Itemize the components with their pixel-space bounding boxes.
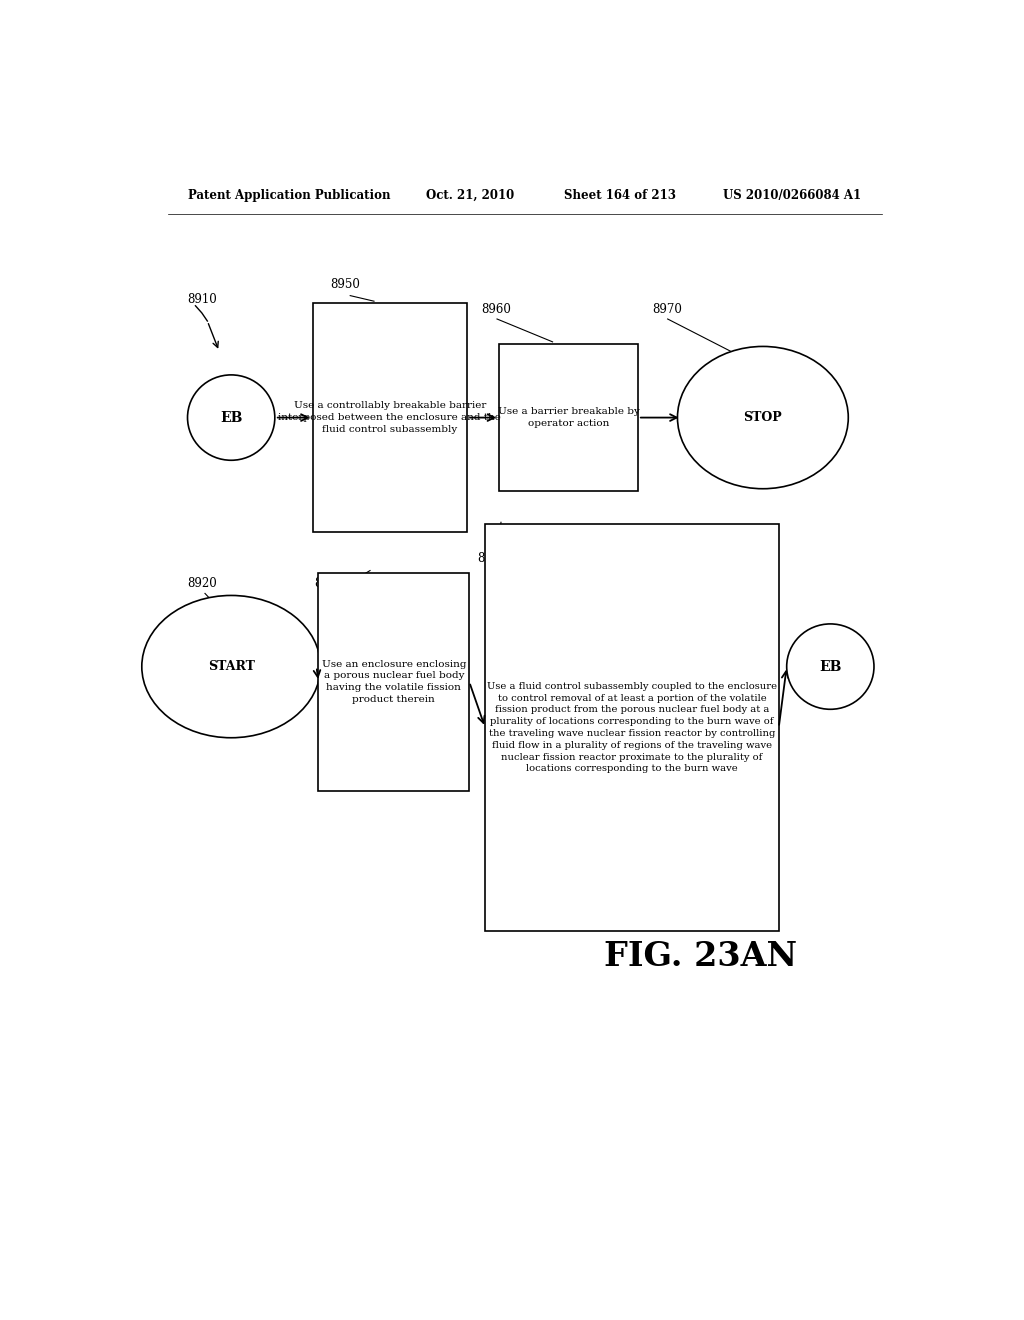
Ellipse shape	[141, 595, 321, 738]
Text: FIG. 23AN: FIG. 23AN	[604, 940, 798, 973]
Text: 8970: 8970	[652, 304, 682, 315]
Text: US 2010/0266084 A1: US 2010/0266084 A1	[723, 189, 861, 202]
Text: Use an enclosure enclosing
a porous nuclear fuel body
having the volatile fissio: Use an enclosure enclosing a porous nucl…	[322, 660, 466, 704]
Text: EB: EB	[220, 411, 243, 425]
Text: 8950: 8950	[331, 277, 360, 290]
Bar	[499, 345, 638, 491]
Bar	[485, 524, 779, 931]
Text: 8910: 8910	[187, 293, 217, 306]
Ellipse shape	[786, 624, 874, 709]
Text: Patent Application Publication: Patent Application Publication	[187, 189, 390, 202]
Text: Oct. 21, 2010: Oct. 21, 2010	[426, 189, 514, 202]
Bar	[318, 573, 469, 791]
Text: 8930: 8930	[314, 577, 344, 590]
Ellipse shape	[187, 375, 274, 461]
Text: Use a controllably breakable barrier
interposed between the enclosure and the
fl: Use a controllably breakable barrier int…	[279, 401, 502, 434]
Text: EB: EB	[819, 660, 842, 673]
Text: 8960: 8960	[481, 304, 511, 315]
Text: Sheet 164 of 213: Sheet 164 of 213	[564, 189, 677, 202]
Text: START: START	[208, 660, 255, 673]
Text: 8940: 8940	[477, 552, 507, 565]
Text: STOP: STOP	[743, 411, 782, 424]
Text: Use a barrier breakable by
operator action: Use a barrier breakable by operator acti…	[498, 407, 639, 428]
Text: 8920: 8920	[187, 577, 217, 590]
Ellipse shape	[678, 346, 848, 488]
Bar	[312, 304, 467, 532]
Text: Use a fluid control subassembly coupled to the enclosure
to control removal of a: Use a fluid control subassembly coupled …	[486, 682, 777, 774]
